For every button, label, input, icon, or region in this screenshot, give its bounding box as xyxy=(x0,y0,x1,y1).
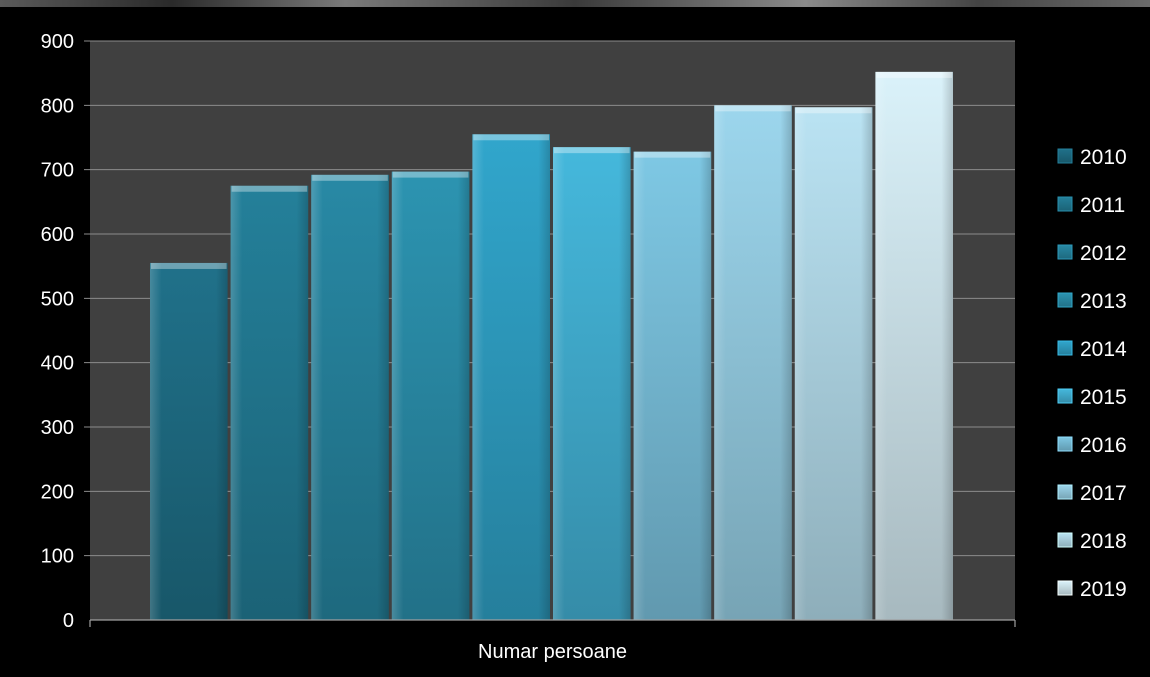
bar-bevel-2014 xyxy=(472,134,550,620)
bar-bevel-2016 xyxy=(633,151,712,621)
legend-swatch-2016 xyxy=(1057,436,1073,452)
legend-label-2017: 2017 xyxy=(1080,482,1127,505)
y-tick-label: 200 xyxy=(41,481,74,503)
x-axis-category-label: Numar persoane xyxy=(478,641,627,663)
top-image-strip xyxy=(0,0,1150,7)
bar-bevel-2015 xyxy=(553,147,631,620)
legend-label-2013: 2013 xyxy=(1080,290,1127,313)
legend-swatch-2013 xyxy=(1057,292,1073,308)
bar-cap-2017 xyxy=(715,105,791,112)
y-axis-tick-labels: 0 100 200 300 400 500 600 700 800 900 xyxy=(41,31,74,632)
legend-label-2015: 2015 xyxy=(1080,386,1127,409)
legend-swatch-2017 xyxy=(1057,484,1073,500)
bar-cap-2018 xyxy=(795,107,872,114)
bar-bevel-2013 xyxy=(391,171,470,620)
bar-cap-2013 xyxy=(392,171,469,178)
legend-swatch-2019 xyxy=(1057,580,1073,596)
y-tick-label: 900 xyxy=(41,31,74,53)
legend: 2010 2011 2012 2013 2014 2015 2016 2017 2018 2019 xyxy=(1057,146,1127,601)
bars xyxy=(150,71,953,621)
legend-label-2019: 2019 xyxy=(1080,578,1127,601)
bar-cap-2011 xyxy=(231,185,308,192)
y-tick-label: 300 xyxy=(41,417,74,439)
legend-label-2018: 2018 xyxy=(1080,530,1127,553)
bar-bevel-2012 xyxy=(311,174,389,620)
bar-cap-2015 xyxy=(554,147,630,154)
bar-cap-2012 xyxy=(312,174,388,181)
bar-bevel-2018 xyxy=(794,107,873,621)
legend-label-2011: 2011 xyxy=(1080,194,1125,217)
legend-label-2010: 2010 xyxy=(1080,146,1127,169)
bar-cap-2010 xyxy=(151,262,227,269)
legend-swatch-2014 xyxy=(1057,340,1073,356)
chart-frame: 0 100 200 300 400 500 600 700 800 900 Numar perso… xyxy=(6,7,1150,677)
y-tick-label: 600 xyxy=(41,224,74,246)
legend-label-2012: 2012 xyxy=(1080,242,1127,265)
legend-swatch-2012 xyxy=(1057,244,1073,260)
legend-swatch-2018 xyxy=(1057,532,1073,548)
y-tick-label: 0 xyxy=(63,610,74,632)
bar-chart: 0 100 200 300 400 500 600 700 800 900 Numar perso… xyxy=(41,31,1127,663)
x-axis xyxy=(89,619,1016,627)
legend-label-2014: 2014 xyxy=(1080,338,1127,361)
bar-bevel-2011 xyxy=(230,185,309,620)
legend-swatch-2010 xyxy=(1057,148,1073,164)
y-tick-label: 500 xyxy=(41,288,74,310)
bar-cap-2014 xyxy=(473,134,549,141)
legend-swatch-2015 xyxy=(1057,388,1073,404)
legend-swatch-2011 xyxy=(1057,196,1073,212)
y-tick-label: 700 xyxy=(41,160,74,182)
y-tick-label: 100 xyxy=(41,546,74,568)
bar-cap-2016 xyxy=(634,151,711,158)
legend-label-2016: 2016 xyxy=(1080,434,1127,457)
y-tick-label: 400 xyxy=(41,353,74,375)
bar-bevel-2019 xyxy=(875,71,953,620)
bar-bevel-2010 xyxy=(150,262,228,620)
bar-bevel-2017 xyxy=(714,105,792,621)
y-tick-label: 800 xyxy=(41,95,74,117)
bar-cap-2019 xyxy=(876,71,952,78)
